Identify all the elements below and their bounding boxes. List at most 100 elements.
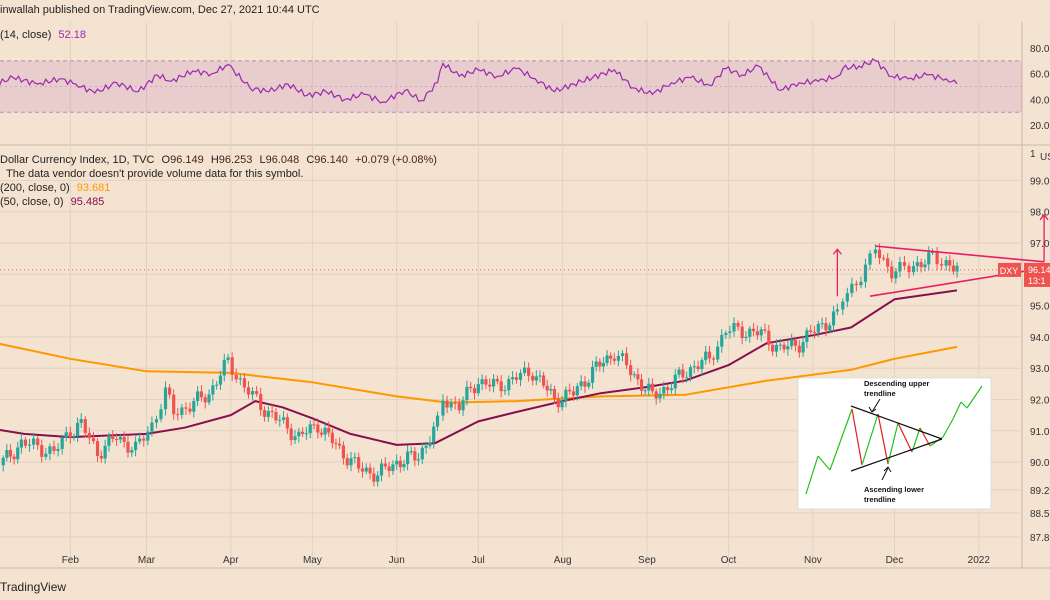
candle-body	[203, 397, 207, 403]
candle-body	[441, 400, 445, 416]
candle-body	[226, 357, 230, 360]
candle-body	[270, 411, 274, 413]
inset-lower-label: Ascending lower	[864, 485, 924, 494]
candle-body	[91, 438, 96, 442]
price-axis-tick: 94.00	[1030, 333, 1050, 344]
inset-leg	[817, 455, 831, 471]
symbol-tag: DXY	[1000, 266, 1019, 276]
inset-leg	[952, 401, 962, 420]
candle-body	[720, 335, 724, 347]
candle-body	[911, 266, 916, 273]
inset-leg	[851, 408, 863, 466]
candle-body	[744, 336, 748, 339]
candle-body	[461, 400, 465, 411]
candle-body	[575, 386, 579, 396]
candle-body	[138, 438, 142, 442]
ma50-value: 95.485	[70, 196, 105, 208]
candle-body	[685, 377, 689, 379]
time-axis-tick: 2022	[968, 555, 991, 566]
candle-body	[816, 323, 820, 333]
candle-body	[624, 353, 629, 366]
candle-body	[632, 374, 636, 376]
candle-body	[955, 265, 959, 272]
candle-body	[435, 415, 440, 427]
candle-body	[824, 323, 828, 331]
inset-lower-pointer	[881, 467, 889, 481]
candle-body	[465, 386, 469, 401]
candle-body	[360, 468, 365, 472]
inset-leg	[877, 413, 889, 465]
candle-body	[196, 391, 200, 402]
candle-body	[87, 432, 91, 439]
candle-body	[327, 427, 331, 433]
candle-body	[289, 428, 293, 441]
candle-body	[345, 458, 349, 466]
candle-body	[387, 466, 391, 472]
candle-body	[736, 323, 740, 327]
candle-body	[845, 293, 849, 302]
candle-body	[353, 457, 357, 459]
candle-body	[944, 260, 948, 266]
inset-upper-label-2: trendline	[864, 389, 896, 398]
candle-body	[259, 394, 263, 411]
candle-body	[907, 265, 911, 273]
candle-body	[16, 447, 20, 460]
volume-note: The data vendor doesn't provide volume d…	[6, 168, 304, 180]
ma200-label: (200, close, 0)	[0, 182, 70, 194]
candle-body	[278, 419, 282, 421]
countdown-tag: 13:1	[1028, 276, 1046, 286]
candle-body	[60, 437, 64, 449]
candle-body	[894, 271, 898, 279]
candle-body	[176, 414, 180, 416]
candle-body	[319, 432, 324, 435]
candle-body	[126, 441, 130, 453]
candle-body	[420, 447, 424, 460]
candle-body	[828, 325, 832, 331]
candle-body	[5, 450, 9, 458]
candle-body	[316, 424, 320, 433]
candle-body	[376, 475, 380, 482]
candle-body	[395, 460, 399, 465]
candle-body	[312, 424, 316, 426]
candle-body	[740, 326, 744, 339]
candle-body	[150, 422, 154, 432]
candle-body	[510, 377, 515, 380]
candle-body	[285, 417, 289, 429]
candle-body	[391, 464, 395, 472]
time-axis-tick: Feb	[62, 555, 80, 566]
candle-body	[488, 384, 492, 387]
candle-body	[552, 389, 557, 399]
candle-body	[27, 444, 32, 446]
price-axis-tick: 93.00	[1030, 364, 1050, 375]
ohlc-open: O96.149	[161, 154, 204, 166]
price-axis-tick: 98.00	[1030, 208, 1050, 219]
candle-body	[266, 411, 270, 417]
candle-body	[211, 385, 215, 395]
inset-leg	[911, 427, 921, 453]
candle-body	[598, 361, 602, 367]
rsi-line	[0, 57, 958, 104]
target-arrow-head	[1039, 213, 1049, 221]
candle-body	[616, 355, 620, 361]
candle-body	[700, 360, 704, 370]
candle-body	[168, 387, 172, 395]
candle-body	[424, 445, 428, 448]
candle-body	[522, 367, 527, 373]
inset-lower-pointer-head	[883, 466, 892, 473]
candle-body	[130, 450, 134, 453]
candle-body	[12, 456, 16, 460]
candle-body	[935, 252, 939, 265]
candle-body	[172, 394, 176, 415]
candle-body	[330, 432, 334, 444]
candle-body	[301, 431, 305, 434]
candle-body	[72, 436, 76, 438]
candle-body	[32, 438, 36, 445]
candle-body	[134, 441, 138, 451]
candle-body	[409, 451, 413, 453]
candle-body	[184, 407, 188, 409]
candle-body	[192, 401, 196, 412]
inset-leg	[966, 385, 983, 409]
candle-body	[281, 417, 286, 420]
candle-body	[704, 351, 708, 361]
